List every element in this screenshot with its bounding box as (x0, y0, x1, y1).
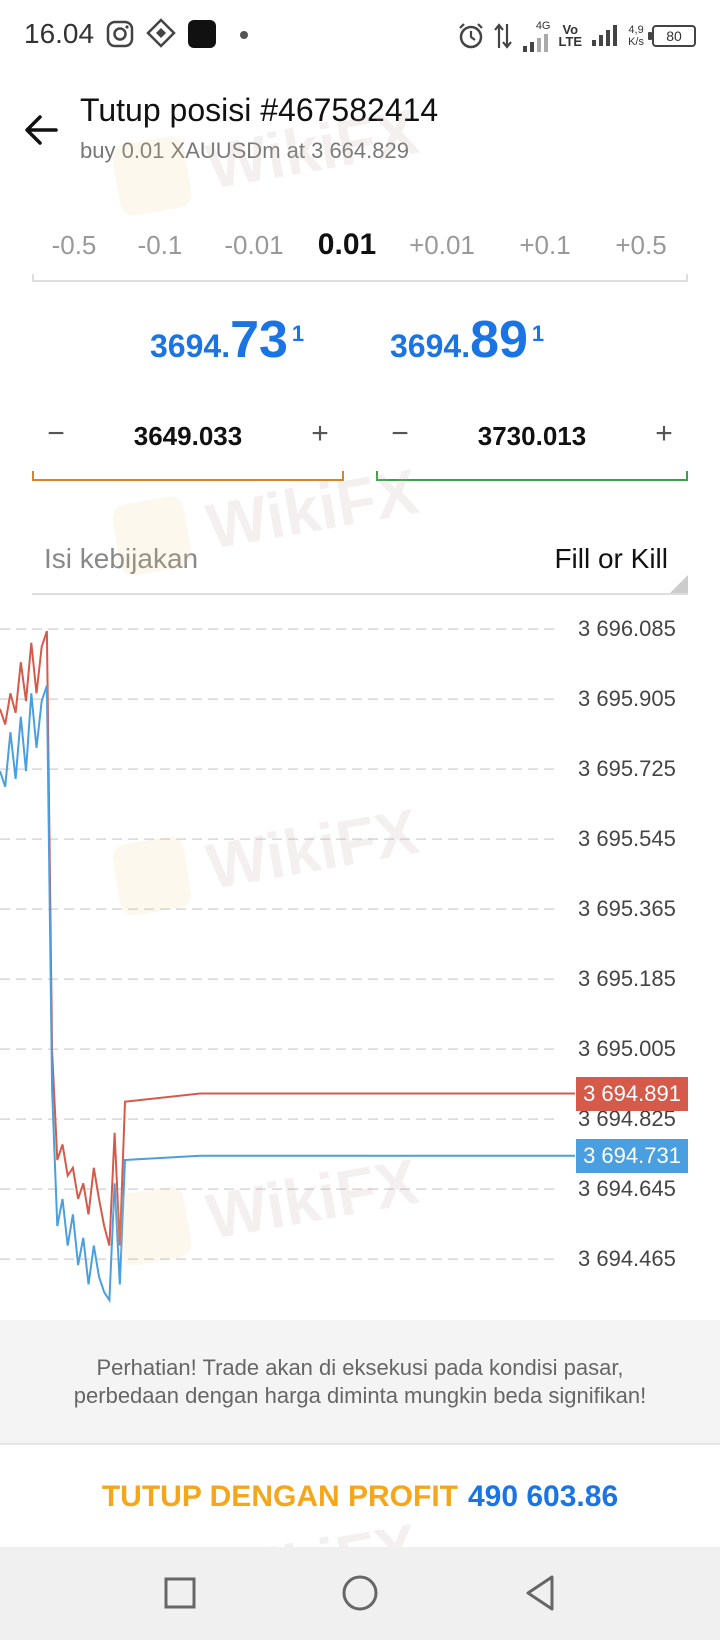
header: Tutup posisi #467582414 buy 0.01 XAUUSDm… (0, 80, 720, 180)
warning-line-1: Perhatian! Trade akan di eksekusi pada k… (96, 1354, 624, 1380)
close-with-profit-button[interactable]: TUTUP DENGAN PROFIT 490 603.86 (0, 1447, 720, 1547)
y-tick-label: 3 695.545 (578, 826, 676, 852)
volume-option-minus-0-01[interactable]: -0.01 (224, 230, 284, 260)
ask-price-line (0, 630, 575, 1246)
signal-4g: 4G (521, 20, 551, 52)
y-tick-label: 3 694.465 (578, 1246, 676, 1272)
bid-price: 3694.73 1 (150, 311, 305, 369)
home-circle-icon[interactable] (336, 1569, 384, 1617)
network-speed: 4,9 K/s (628, 24, 644, 48)
back-arrow-icon[interactable] (20, 108, 64, 152)
y-tick-label: 3 695.365 (578, 896, 676, 922)
ask-price: 3694.89 1 (390, 311, 545, 369)
signal-bars-icon (522, 34, 548, 52)
ask-price-tag: 3 694.891 (576, 1076, 688, 1111)
y-tick-label: 3 695.005 (578, 1036, 676, 1062)
y-tick-label: 3 695.185 (578, 966, 676, 992)
app-notification-icon (188, 20, 216, 48)
bid-price-tag: 3 694.731 (576, 1138, 688, 1173)
fill-policy-label: Isi kebijakan (44, 543, 199, 574)
close-button-label: TUTUP DENGAN PROFIT (101, 1480, 458, 1513)
stop-loss-stepper: − 3649.033 + (32, 405, 344, 481)
volume-option-plus-0-1[interactable]: +0.1 (519, 230, 571, 260)
y-tick-label: 3 695.905 (578, 686, 676, 712)
data-transfer-icon (493, 23, 512, 49)
stop-loss-minus-button[interactable]: − (47, 417, 65, 450)
status-bar: 16.04 4G Vo LTE (0, 0, 720, 72)
take-profit-plus-button[interactable]: + (655, 417, 673, 450)
volume-selector: -0.5 -0.1 -0.01 0.01 +0.01 +0.1 +0.5 (32, 220, 688, 282)
notification-dot-icon (240, 31, 248, 39)
volume-option-plus-0-5[interactable]: +0.5 (615, 230, 667, 260)
volume-option-minus-0-5[interactable]: -0.5 (51, 230, 97, 260)
volume-option-minus-0-1[interactable]: -0.1 (137, 230, 183, 260)
alarm-icon (458, 23, 483, 49)
position-subtitle: buy 0.01 XAUUSDm at 3 664.829 (80, 138, 409, 163)
fill-policy-value: Fill or Kill (554, 543, 668, 574)
volume-option-selected[interactable]: 0.01 (317, 228, 377, 261)
fill-policy-select[interactable]: Isi kebijakan Fill or Kill (32, 525, 688, 595)
recents-square-icon[interactable] (156, 1569, 204, 1617)
bid-price-line (0, 685, 575, 1304)
status-indicators: 4G Vo LTE 4,9 K/s 80 (457, 16, 696, 56)
y-tick-label: 3 695.725 (578, 756, 676, 782)
y-tick-label: 3 694.645 (578, 1176, 676, 1202)
stop-loss-value[interactable]: 3649.033 (133, 421, 243, 451)
execution-warning: Perhatian! Trade akan di eksekusi pada k… (0, 1320, 720, 1445)
system-nav-bar (0, 1547, 720, 1640)
take-profit-value[interactable]: 3730.013 (477, 421, 587, 451)
page-title: Tutup posisi #467582414 (80, 92, 439, 128)
volume-option-plus-0-01[interactable]: +0.01 (409, 230, 475, 260)
tick-chart-svg (0, 628, 575, 1304)
signal-bars-2-icon (592, 25, 618, 46)
status-time: 16.04 (24, 18, 95, 49)
take-profit-stepper: − 3730.013 + (376, 405, 688, 481)
tick-chart: 3 696.085 3 695.905 3 695.725 3 695.545 3 69… (0, 600, 720, 1320)
volte-badge: Vo LTE (558, 22, 583, 49)
instagram-icon (106, 20, 134, 48)
battery-icon: 80 (648, 25, 696, 47)
profit-amount: 490 603.86 (467, 1480, 619, 1513)
warning-line-2: perbedaan dengan harga diminta mungkin b… (73, 1382, 647, 1408)
binance-icon (146, 18, 176, 48)
dropdown-corner-icon (670, 575, 688, 593)
back-triangle-icon[interactable] (516, 1569, 564, 1617)
take-profit-minus-button[interactable]: − (391, 417, 409, 450)
y-tick-label: 3 696.085 (578, 616, 676, 642)
stop-loss-plus-button[interactable]: + (311, 417, 329, 450)
